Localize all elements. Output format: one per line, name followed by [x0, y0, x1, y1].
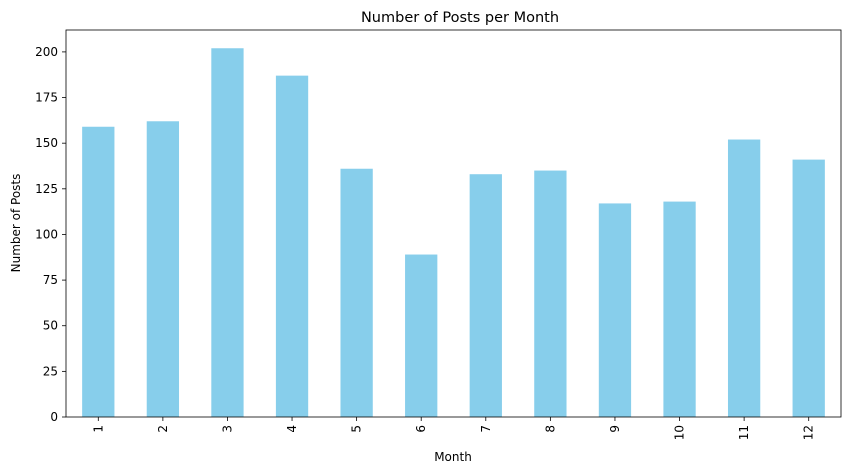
bar-month-4 — [275, 75, 309, 417]
bar-month-2 — [146, 121, 180, 418]
y-tick-label: 125 — [35, 182, 58, 196]
plot-frame — [65, 29, 842, 418]
y-tick-label: 100 — [35, 227, 58, 241]
chart-title: Number of Posts per Month — [361, 10, 559, 26]
x-tick-label: 5 — [350, 425, 364, 433]
x-tick-label: 3 — [220, 425, 234, 433]
y-axis-label: Number of Posts — [9, 174, 23, 273]
bar-month-12 — [792, 159, 825, 418]
bar-month-10 — [663, 201, 696, 417]
y-tick-label: 0 — [50, 410, 58, 424]
bars-group — [82, 48, 825, 418]
x-tick-label: 2 — [156, 425, 170, 433]
x-tick-label: 6 — [414, 425, 428, 433]
x-axis-label: Month — [434, 450, 472, 464]
x-tick-label: 8 — [543, 425, 557, 433]
bar-month-6 — [405, 254, 438, 417]
x-tick-label: 11 — [737, 425, 751, 440]
y-tick-label: 50 — [43, 319, 58, 333]
x-tick-label: 1 — [91, 425, 105, 433]
y-axis: 0 25 50 75 100 125 150 175 200 — [35, 45, 66, 424]
bar-month-9 — [598, 203, 632, 417]
x-tick-label: 9 — [608, 425, 622, 433]
bar-month-7 — [469, 174, 502, 417]
x-tick-label: 10 — [673, 425, 687, 440]
bar-month-11 — [727, 139, 761, 417]
x-tick-label: 4 — [285, 425, 299, 433]
x-tick-label: 12 — [802, 425, 816, 440]
y-tick-label: 175 — [35, 91, 58, 105]
y-tick-label: 200 — [35, 45, 58, 59]
x-axis: 1 2 3 4 5 6 7 8 9 10 11 12 — [91, 417, 816, 440]
x-tick-label: 7 — [479, 425, 493, 433]
y-tick-label: 25 — [43, 364, 58, 378]
bar-month-3 — [211, 48, 244, 417]
y-tick-label: 150 — [35, 136, 58, 150]
y-tick-label: 75 — [43, 273, 58, 287]
bar-month-5 — [340, 168, 373, 417]
bar-month-8 — [534, 170, 567, 417]
bar-month-1 — [82, 126, 115, 417]
